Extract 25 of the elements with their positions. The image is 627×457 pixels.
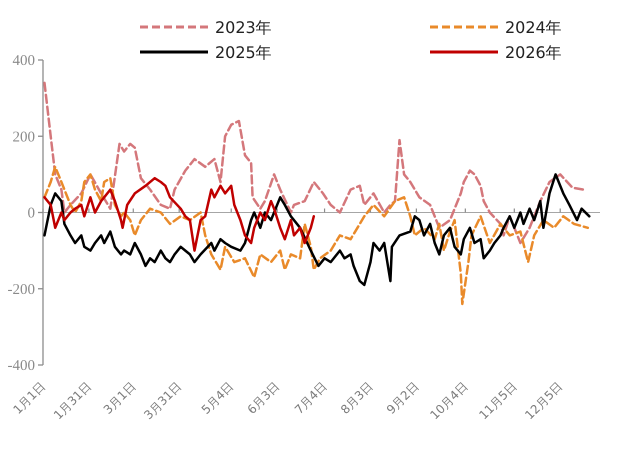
y-tick-label: -200 xyxy=(8,282,35,298)
x-tick-label: 8月3日 xyxy=(338,379,376,417)
x-tick-label: 11月5日 xyxy=(476,379,520,422)
x-tick-label: 1月1日 xyxy=(10,379,48,417)
x-tick-label: 3月1日 xyxy=(100,379,138,417)
line-series xyxy=(43,82,584,244)
legend-label: 2025年 xyxy=(215,43,272,62)
x-tick-label: 1月31日 xyxy=(50,379,94,422)
y-tick-label: 200 xyxy=(12,129,35,146)
line-series xyxy=(43,173,591,286)
x-tick-label: 12月5日 xyxy=(522,379,566,422)
x-tick-label: 10月4日 xyxy=(427,379,470,422)
legend-label: 2026年 xyxy=(505,43,562,62)
x-tick-label: 3月31日 xyxy=(141,379,184,422)
y-tick-label: -400 xyxy=(8,358,35,374)
line-series xyxy=(43,166,590,306)
x-tick-label: 7月4日 xyxy=(292,379,330,417)
y-tick-label: 0 xyxy=(28,206,35,222)
legend-label: 2023年 xyxy=(215,18,272,37)
x-tick-label: 5月4日 xyxy=(198,379,236,417)
x-tick-label: 6月3日 xyxy=(244,379,282,417)
x-tick-label: 9月2日 xyxy=(384,379,422,417)
legend-label: 2024年 xyxy=(505,18,562,37)
y-tick-label: 400 xyxy=(12,53,35,69)
line-series xyxy=(43,176,316,252)
